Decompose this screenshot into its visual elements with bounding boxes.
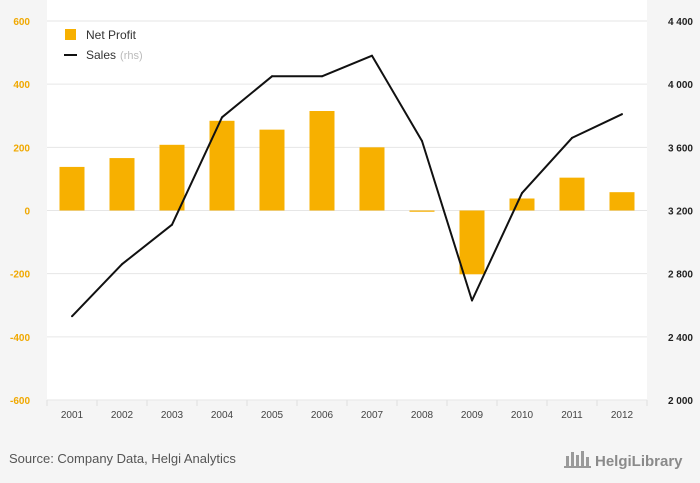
x-tick-label: 2006	[311, 410, 334, 421]
sales-point-2006	[321, 75, 323, 78]
x-axis-ticks: 2001 2002 2003 2004 2005 2006 2007 2008 2009 2010…	[61, 410, 634, 421]
right-tick-label: 2 800	[668, 270, 693, 281]
bar-2006	[309, 111, 335, 211]
sales-point-2003	[171, 223, 173, 226]
bar-2001	[59, 166, 85, 211]
sales-point-2008	[421, 140, 423, 143]
library-icon	[564, 451, 591, 468]
bar-2011	[559, 177, 585, 211]
right-tick-label: 3 200	[668, 207, 693, 218]
bar-2002	[109, 158, 135, 211]
source-note: Source: Company Data, Helgi Analytics	[9, 451, 236, 466]
sales-point-2007	[371, 54, 373, 57]
left-tick-label: -600	[10, 396, 30, 407]
bar-2007	[359, 147, 385, 211]
bar-2012	[609, 192, 635, 211]
legend-label-net-profit: Net Profit	[86, 28, 137, 42]
left-tick-label: -400	[10, 333, 30, 344]
left-tick-label: 0	[24, 207, 30, 218]
left-tick-label: 400	[13, 80, 30, 91]
x-tick-label: 2004	[211, 410, 234, 421]
left-axis-ticks: 600 400 200 0 -200 -400 -600	[10, 17, 30, 407]
sales-point-2011	[571, 136, 573, 139]
x-tick-label: 2003	[161, 410, 184, 421]
legend-label-sales-name: Sales	[86, 48, 116, 62]
legend-label-sales-suffix: (rhs)	[120, 50, 143, 62]
left-tick-label: 600	[13, 17, 30, 28]
brand-logo: HelgiLibrary	[564, 451, 683, 470]
bar-series	[59, 111, 635, 275]
right-tick-label: 4 400	[668, 17, 693, 28]
right-axis-ticks: 4 400 4 000 3 600 3 200 2 800 2 400 2 000	[668, 17, 693, 407]
sales-point-2005	[271, 75, 273, 78]
legend: Net Profit Sales (rhs)	[64, 28, 143, 62]
line-series	[71, 54, 623, 318]
bar-2008	[409, 210, 435, 212]
x-tick-label: 2008	[411, 410, 434, 421]
sales-point-2012	[621, 113, 623, 116]
sales-point-2002	[121, 263, 123, 266]
x-tick-label: 2011	[561, 410, 583, 421]
right-tick-label: 2 000	[668, 396, 693, 407]
x-axis-dividers	[46, 400, 648, 406]
x-tick-label: 2002	[111, 410, 134, 421]
sales-point-2010	[521, 192, 523, 195]
legend-swatch-net-profit	[65, 29, 76, 40]
bar-2010	[509, 198, 535, 211]
brand-name: HelgiLibrary	[595, 453, 683, 470]
bar-2003	[159, 144, 185, 211]
sales-point-2001	[71, 315, 73, 318]
sales-point-2009	[471, 299, 473, 302]
x-tick-label: 2012	[611, 410, 634, 421]
right-tick-label: 3 600	[668, 143, 693, 154]
sales-line	[71, 54, 623, 317]
x-tick-label: 2010	[511, 410, 534, 421]
sales-point-2004	[221, 116, 223, 119]
left-tick-label: -200	[10, 270, 30, 281]
x-tick-label: 2001	[61, 410, 84, 421]
x-tick-label: 2007	[361, 410, 384, 421]
right-tick-label: 2 400	[668, 333, 693, 344]
x-tick-label: 2009	[461, 410, 484, 421]
bar-2005	[259, 129, 285, 211]
bar-2009	[459, 210, 485, 275]
left-tick-label: 200	[13, 143, 30, 154]
legend-label-sales: Sales (rhs)	[86, 48, 143, 62]
x-tick-label: 2005	[261, 410, 284, 421]
right-tick-label: 4 000	[668, 80, 693, 91]
